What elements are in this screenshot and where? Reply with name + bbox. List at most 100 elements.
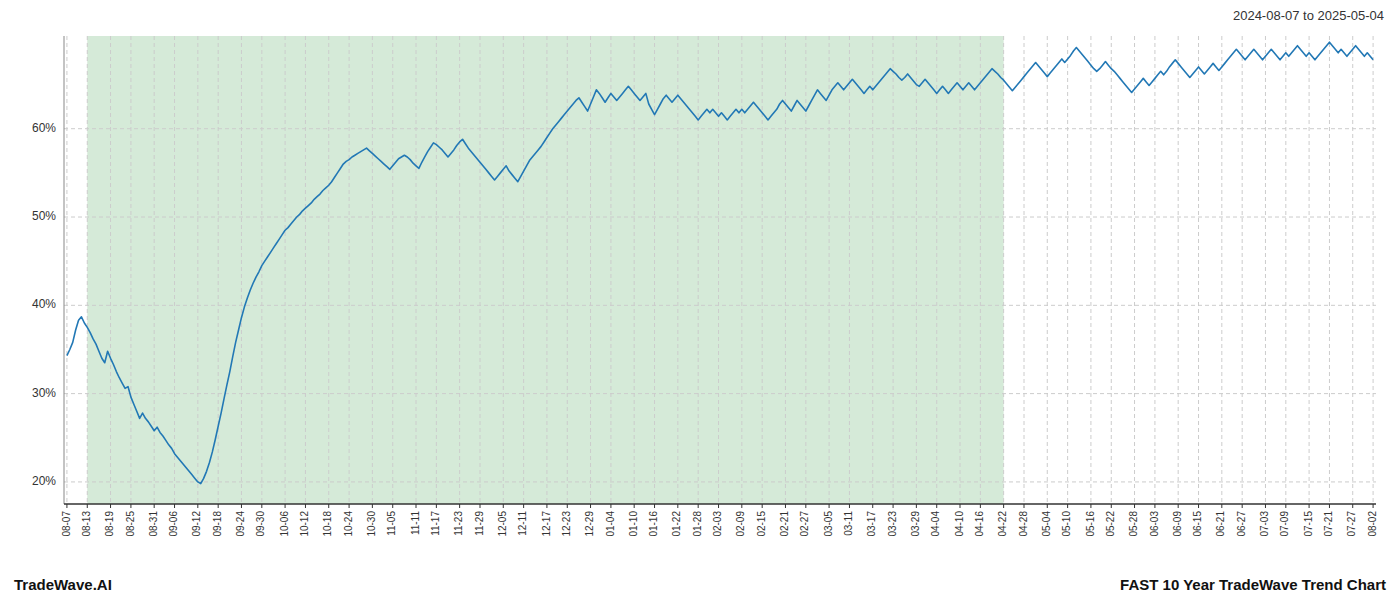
x-tick-label: 06-03 (1149, 511, 1160, 537)
grid-line-x (87, 36, 88, 504)
grid-line-x (1373, 36, 1374, 504)
x-tick-label: 12-05 (497, 511, 508, 537)
x-tick (110, 504, 111, 508)
x-tick (567, 504, 568, 508)
x-tick (893, 504, 894, 508)
grid-line-y (64, 305, 1376, 306)
x-tick-label: 07-15 (1303, 511, 1314, 537)
x-tick-label: 07-21 (1323, 511, 1334, 537)
grid-line-x (805, 36, 806, 504)
grid-line-x (130, 36, 131, 504)
grid-line-x (197, 36, 198, 504)
grid (64, 36, 1376, 504)
grid-line-x (936, 36, 937, 504)
grid-line-x (916, 36, 917, 504)
x-tick (546, 504, 547, 508)
grid-line-x (1111, 36, 1112, 504)
grid-line-x (654, 36, 655, 504)
x-tick-label: 11-29 (474, 511, 485, 536)
x-tick (1329, 504, 1330, 508)
grid-line-x (1090, 36, 1091, 504)
grid-line-x (523, 36, 524, 504)
x-tick (1090, 504, 1091, 508)
x-tick-label: 09-30 (255, 511, 266, 537)
x-tick-label: 08-13 (81, 511, 92, 537)
x-tick (829, 504, 830, 508)
x-tick (634, 504, 635, 508)
grid-line-x (436, 36, 437, 504)
x-tick (1134, 504, 1135, 508)
grid-line-x (372, 36, 373, 504)
x-tick-label: 11-11 (410, 511, 421, 536)
grid-line-x (285, 36, 286, 504)
grid-line-x (1003, 36, 1004, 504)
x-tick (762, 504, 763, 508)
x-tick-label: 03-17 (866, 511, 877, 537)
grid-line-x (762, 36, 763, 504)
x-tick (241, 504, 242, 508)
x-tick-label: 09-24 (235, 511, 246, 537)
x-tick-label: 02-15 (756, 511, 767, 537)
x-tick-label: 08-19 (104, 511, 115, 537)
x-tick-label: 05-10 (1061, 511, 1072, 537)
x-tick-label: 11-05 (386, 511, 397, 536)
grid-line-x (154, 36, 155, 504)
grid-line-x (546, 36, 547, 504)
grid-line-x (741, 36, 742, 504)
x-tick-label: 04-28 (1018, 511, 1029, 537)
y-tick-label: 40% (32, 297, 56, 311)
x-tick-label: 03-05 (823, 511, 834, 537)
y-tick-label: 60% (32, 121, 56, 135)
x-tick-label: 08-31 (148, 511, 159, 537)
title: 2024-08-07 to 2025-05-04 (1233, 8, 1384, 23)
x-tick-label: 10-24 (343, 511, 354, 537)
grid-line-x (66, 36, 67, 504)
grid-line-x (785, 36, 786, 504)
x-tick (1352, 504, 1353, 508)
x-tick (305, 504, 306, 508)
x-tick-label: 06-09 (1172, 511, 1183, 537)
grid-line-x (1154, 36, 1155, 504)
x-tick (328, 504, 329, 508)
x-tick-label: 07-09 (1279, 511, 1290, 537)
grid-line-x (1047, 36, 1048, 504)
grid-line-x (1198, 36, 1199, 504)
x-tick-label: 10-12 (299, 511, 310, 537)
x-tick (197, 504, 198, 508)
grid-line-x (610, 36, 611, 504)
line (67, 42, 1373, 484)
grid-line-x (718, 36, 719, 504)
y-axis: 20%30%40%50%60% (32, 121, 56, 488)
x-tick-label: 01-04 (605, 511, 616, 537)
y-axis-line (64, 36, 65, 504)
grid-line-x (1178, 36, 1179, 504)
x-tick-label: 01-16 (648, 511, 659, 537)
grid-line-x (110, 36, 111, 504)
x-tick (849, 504, 850, 508)
x-tick (677, 504, 678, 508)
x-tick-label: 02-03 (712, 511, 723, 537)
x-tick (1309, 504, 1310, 508)
x-tick-label: 02-09 (735, 511, 746, 537)
x-tick (154, 504, 155, 508)
grid-line-x (480, 36, 481, 504)
x-tick-label: 07-03 (1259, 511, 1270, 537)
grid-line-x (849, 36, 850, 504)
x-tick-label: 11-17 (430, 511, 441, 536)
x-tick (87, 504, 88, 508)
x-tick (872, 504, 873, 508)
x-tick-label: 12-29 (584, 511, 595, 537)
grid-line-x (677, 36, 678, 504)
x-tick-label: 09-06 (168, 511, 179, 537)
grid-line-x (261, 36, 262, 504)
x-tick (960, 504, 961, 508)
x-tick (1178, 504, 1179, 508)
x-tick-label: 04-10 (954, 511, 965, 537)
x-tick-label: 05-28 (1128, 511, 1139, 537)
grid-line-x (349, 36, 350, 504)
x-tick-label: 12-23 (561, 511, 572, 537)
grid-line-y (64, 217, 1376, 218)
x-tick (523, 504, 524, 508)
x-tick-label: 08-07 (61, 511, 72, 537)
x-tick-label: 10-06 (279, 511, 290, 537)
